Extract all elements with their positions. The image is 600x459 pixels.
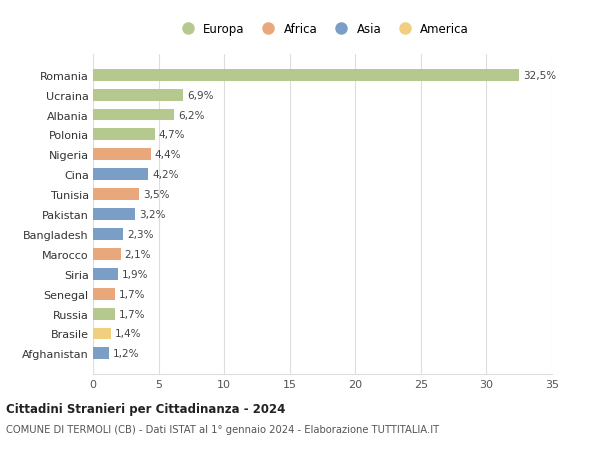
Bar — [93, 308, 115, 320]
Text: 32,5%: 32,5% — [523, 71, 556, 80]
Bar — [93, 109, 175, 121]
Legend: Europa, Africa, Asia, America: Europa, Africa, Asia, America — [176, 22, 469, 36]
Text: 6,9%: 6,9% — [187, 90, 214, 101]
Text: 4,2%: 4,2% — [152, 170, 179, 180]
Bar — [93, 70, 519, 82]
Bar — [93, 90, 184, 101]
Bar — [93, 268, 118, 280]
Bar — [93, 288, 115, 300]
Text: 3,5%: 3,5% — [143, 190, 169, 200]
Bar — [93, 248, 121, 260]
Text: 3,2%: 3,2% — [139, 210, 166, 219]
Bar — [93, 189, 139, 201]
Text: 4,7%: 4,7% — [158, 130, 185, 140]
Text: 2,3%: 2,3% — [127, 230, 154, 240]
Text: 1,2%: 1,2% — [113, 349, 139, 358]
Text: 1,7%: 1,7% — [119, 309, 146, 319]
Text: 1,4%: 1,4% — [115, 329, 142, 339]
Text: 2,1%: 2,1% — [124, 249, 151, 259]
Bar — [93, 209, 135, 220]
Bar — [93, 129, 155, 141]
Text: 4,4%: 4,4% — [155, 150, 181, 160]
Text: COMUNE DI TERMOLI (CB) - Dati ISTAT al 1° gennaio 2024 - Elaborazione TUTTITALIA: COMUNE DI TERMOLI (CB) - Dati ISTAT al 1… — [6, 424, 439, 434]
Text: 1,9%: 1,9% — [122, 269, 148, 279]
Text: Cittadini Stranieri per Cittadinanza - 2024: Cittadini Stranieri per Cittadinanza - 2… — [6, 403, 286, 415]
Bar — [93, 149, 151, 161]
Bar — [93, 347, 109, 359]
Text: 1,7%: 1,7% — [119, 289, 146, 299]
Text: 6,2%: 6,2% — [178, 110, 205, 120]
Bar — [93, 328, 112, 340]
Bar — [93, 229, 123, 241]
Bar — [93, 169, 148, 181]
